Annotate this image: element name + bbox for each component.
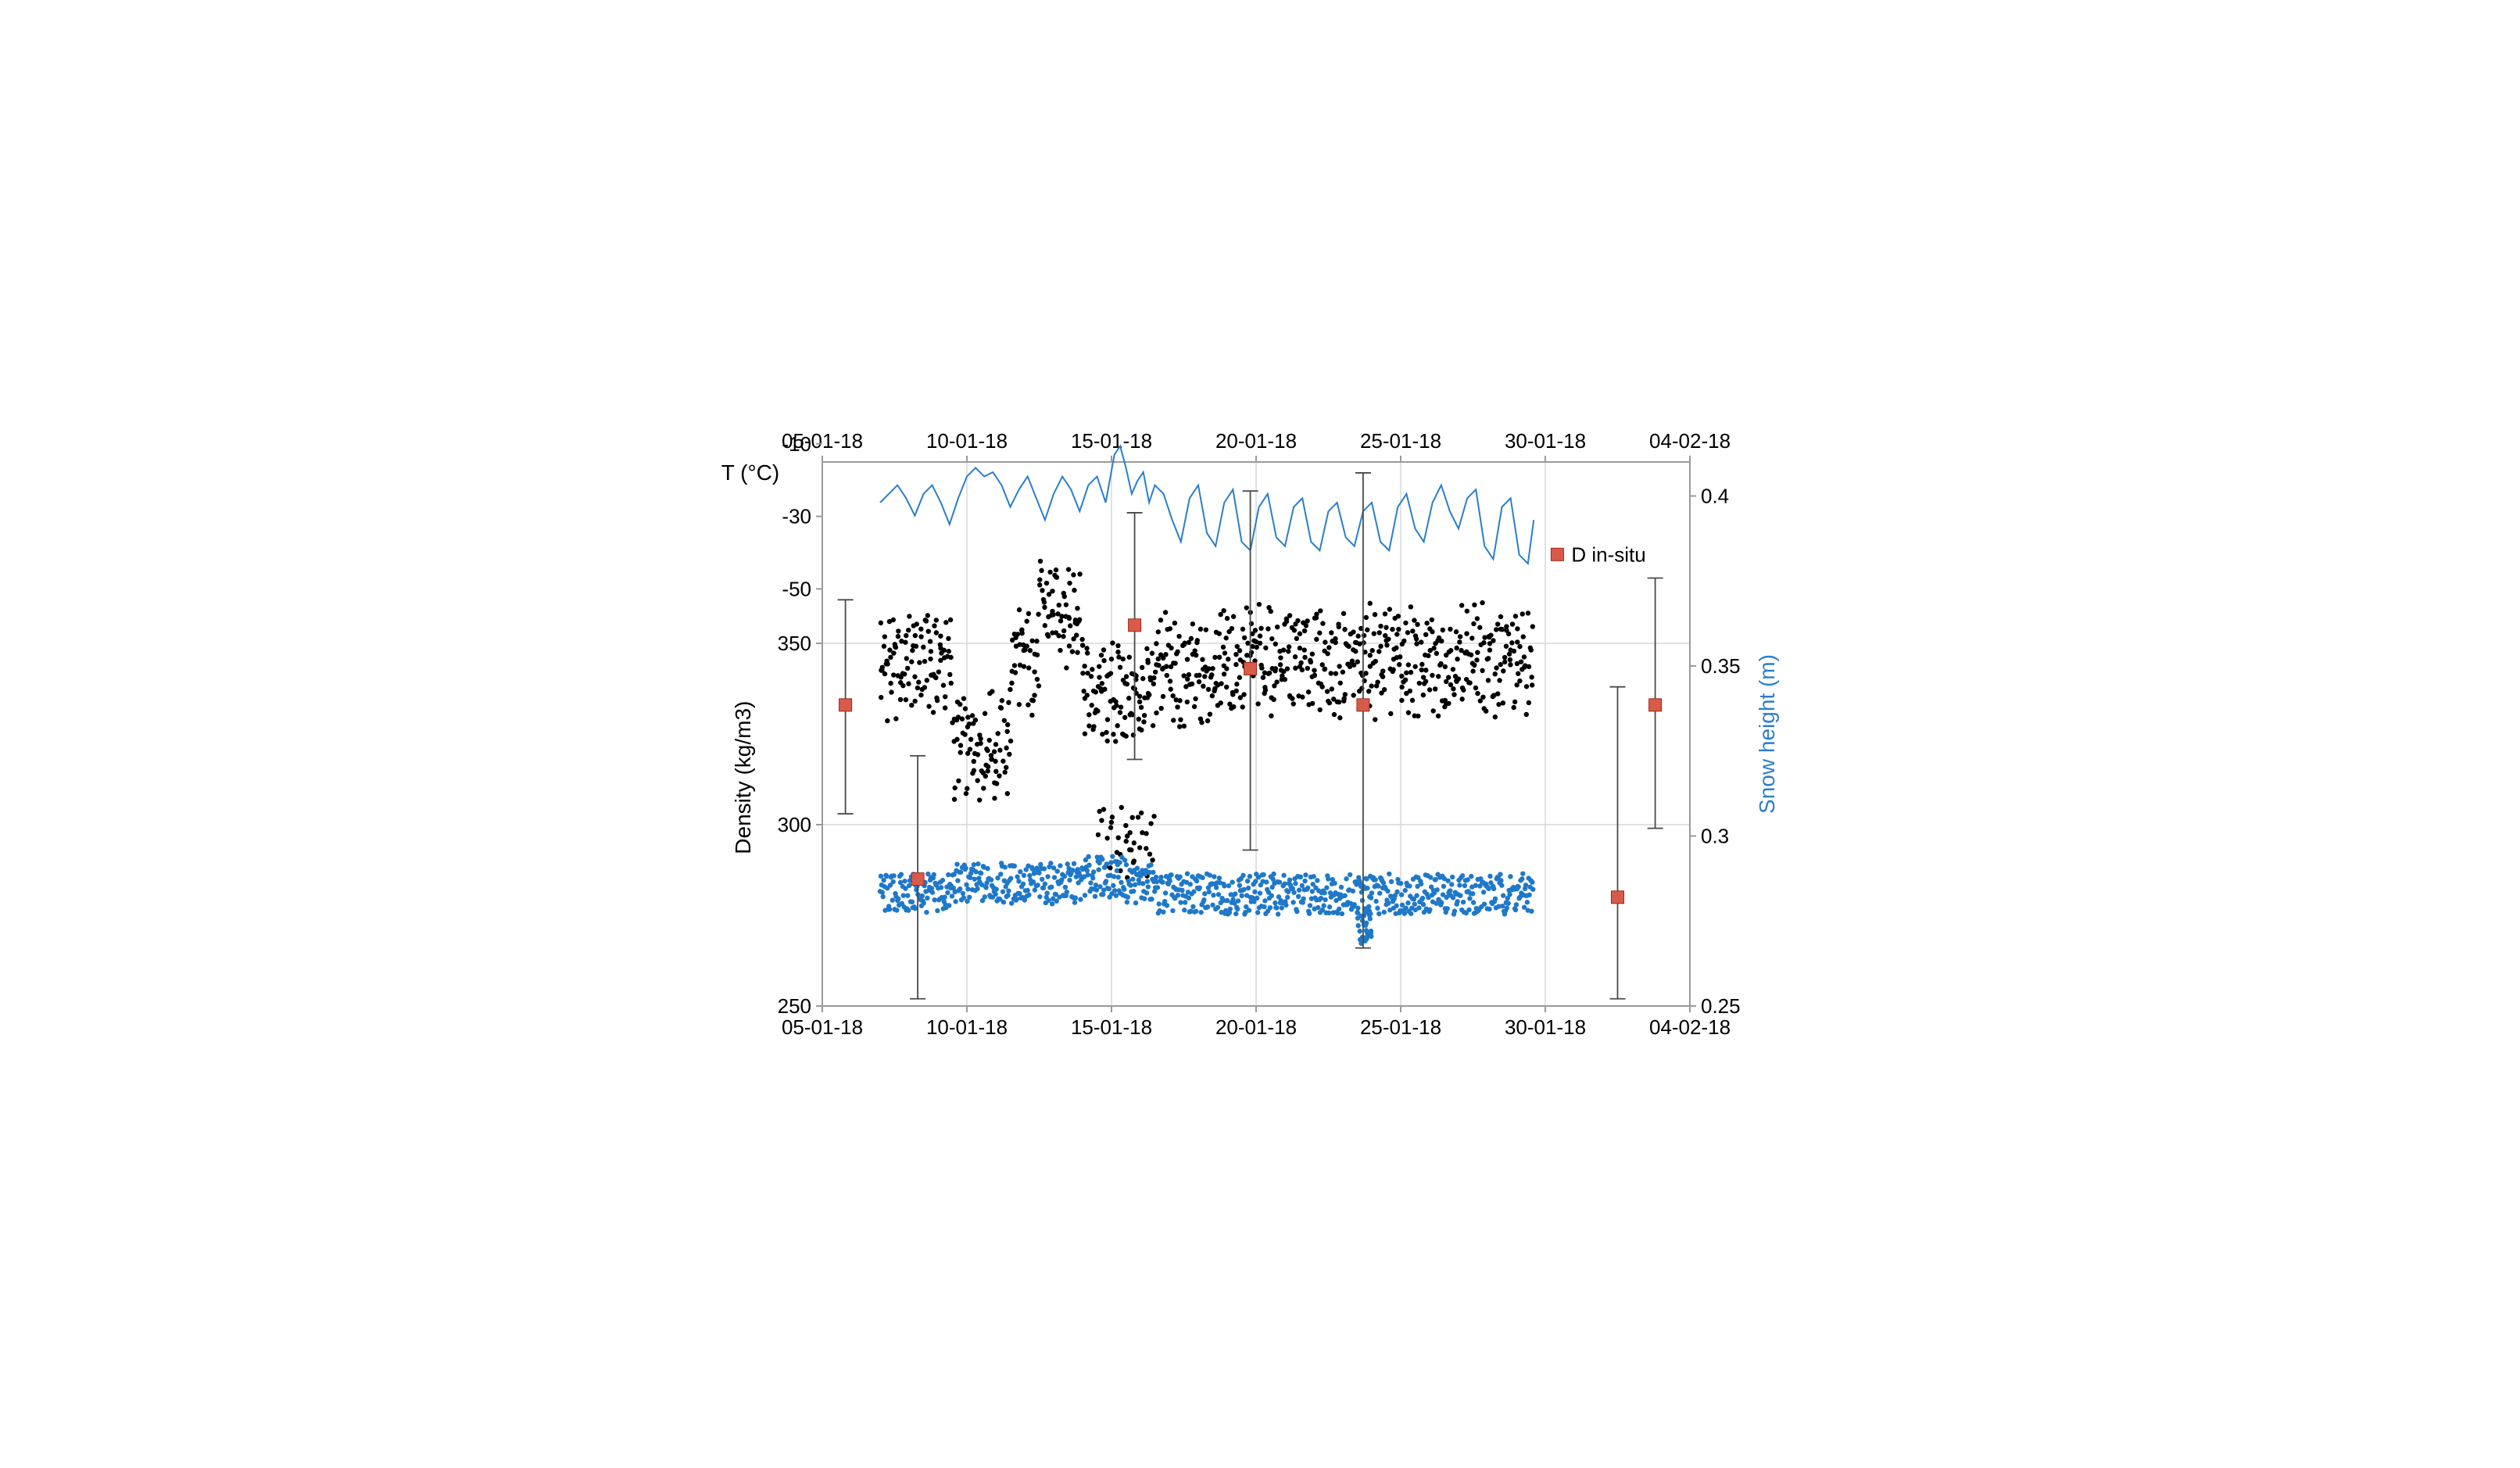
x-tick-bottom: 20-01-18 [1215,1015,1297,1039]
y-left-label: Density (kg/m3) [731,701,755,854]
x-tick-top: 25-01-18 [1360,429,1441,453]
y-right-tick: 0.3 [1701,825,1729,848]
legend-label: D in-situ [1571,542,1645,566]
x-tick-bottom: 15-01-18 [1071,1015,1152,1039]
y-right-tick: 0.4 [1701,485,1729,508]
y-left-tick: 250 [778,994,811,1018]
x-tick-bottom: 10-01-18 [926,1015,1008,1039]
y-temp-tick: -30 [782,505,811,528]
x-tick-top: 30-01-18 [1505,429,1586,453]
legend-marker [1551,548,1563,560]
x-tick-top: 10-01-18 [926,429,1008,453]
x-tick-bottom: 04-02-18 [1649,1015,1731,1039]
y-right-tick: 0.35 [1701,654,1741,678]
x-tick-bottom: 25-01-18 [1360,1015,1441,1039]
y-left-tick: 350 [778,632,811,655]
y-right-label: Snow height (m) [1755,654,1779,814]
x-tick-top: 20-01-18 [1215,429,1297,453]
y-temp-tick: -50 [782,577,811,600]
y-right-tick: 0.25 [1701,994,1741,1018]
x-tick-top: 15-01-18 [1071,429,1152,453]
y-left-tick: 300 [778,813,811,836]
y-temp-tick: -10 [782,432,811,456]
x-tick-top: 04-02-18 [1649,429,1731,453]
chart-svg: 05-01-1805-01-1810-01-1810-01-1815-01-18… [713,415,1807,1053]
y-temp-label: T (°C) [721,460,779,485]
chart-container: 05-01-1805-01-1810-01-1810-01-1815-01-18… [713,415,1807,1053]
x-tick-bottom: 05-01-18 [782,1015,863,1039]
x-tick-bottom: 30-01-18 [1505,1015,1586,1039]
